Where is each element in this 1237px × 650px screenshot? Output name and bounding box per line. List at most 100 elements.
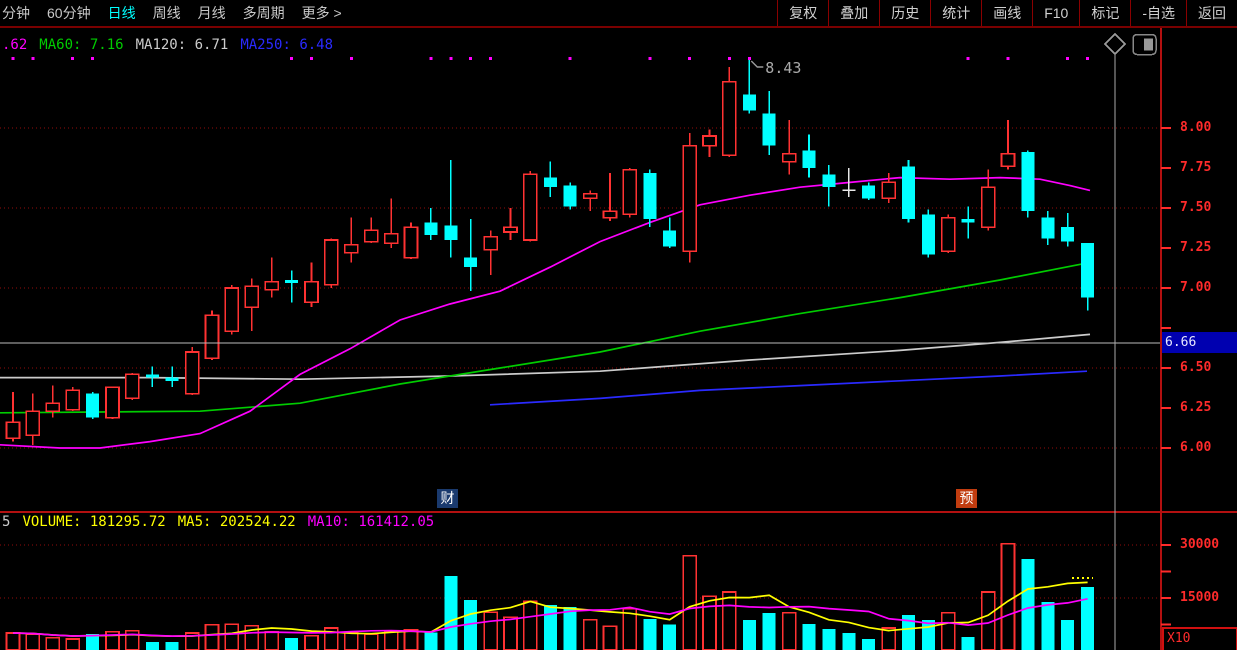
signal-dot <box>11 57 15 60</box>
layout-toggle-icon[interactable] <box>1132 33 1157 56</box>
volume-bar <box>862 638 876 650</box>
ma-indicator-readout: .62 MA60: 7.16 MA120: 6.71 MA250: 6.48 <box>2 37 345 53</box>
candle-body <box>781 152 797 163</box>
volume-bar <box>523 600 538 650</box>
indicator-value: MA60: 7.16 <box>39 37 124 53</box>
candle-body <box>324 239 339 286</box>
toolbar-action-6[interactable]: 标记 <box>1079 0 1130 26</box>
candle-body <box>224 287 240 333</box>
volume-bar <box>285 637 299 650</box>
volume-bar <box>921 619 935 650</box>
signal-dot <box>1066 57 1070 60</box>
candle-body <box>105 386 120 419</box>
candle-body <box>663 230 677 247</box>
price-axis-label: 7.50 <box>1180 200 1212 215</box>
volume-bar <box>204 624 220 650</box>
candle-body <box>523 173 538 241</box>
volume-bar <box>383 630 399 650</box>
volume-bar <box>1081 586 1095 650</box>
volume-bar <box>961 636 975 650</box>
candle-body <box>5 421 21 440</box>
volume-bar <box>424 632 438 650</box>
volume-indicator-readout: 5 VOLUME: 181295.72 MA5: 202524.22 MA10: 16… <box>2 514 446 530</box>
toolbar-action-7[interactable]: -自选 <box>1130 0 1186 26</box>
volume-bar <box>902 614 915 650</box>
candle-body <box>742 94 756 111</box>
candle-body <box>961 219 975 223</box>
toolbar-action-5[interactable]: F10 <box>1032 0 1079 26</box>
volume-bar <box>25 633 41 650</box>
signal-dot <box>290 57 294 60</box>
candle-body <box>1081 243 1095 298</box>
candle-body <box>264 280 280 291</box>
period-tab-4[interactable]: 月线 <box>197 5 226 21</box>
volume-multiplier-label: X10 <box>1162 627 1237 650</box>
volume-bar <box>781 612 797 650</box>
ma-line-ma250 <box>489 370 1088 406</box>
candle-body <box>244 285 260 308</box>
volume-bar <box>483 611 498 650</box>
volume-bar <box>5 632 21 650</box>
period-tab-0[interactable]: 分钟 <box>2 5 30 21</box>
candle-body <box>304 280 319 304</box>
toolbar-action-2[interactable]: 历史 <box>879 0 930 26</box>
ma-line-ma120 <box>0 333 1091 381</box>
candle-body <box>204 314 220 360</box>
volume-bar <box>45 637 61 650</box>
candle-body <box>285 280 299 284</box>
candle-body <box>1000 152 1016 168</box>
volume-bar <box>343 631 359 650</box>
event-badge-0[interactable]: 财 <box>437 489 458 508</box>
annotation-pointer <box>750 60 764 68</box>
volume-bar <box>165 642 179 650</box>
candle-body <box>184 351 200 395</box>
candle-body <box>503 226 518 233</box>
price-axis-label: 7.25 <box>1180 240 1212 255</box>
toolbar-action-4[interactable]: 画线 <box>981 0 1032 26</box>
candle-body <box>980 186 996 228</box>
candle-body <box>343 244 359 254</box>
toolbar-action-3[interactable]: 统计 <box>930 0 981 26</box>
candle-body <box>165 377 179 381</box>
volume-bar <box>403 628 419 650</box>
signal-dot <box>1006 57 1010 60</box>
candle-body <box>403 226 419 259</box>
volume-bar <box>1041 601 1055 650</box>
candle-body <box>65 389 80 411</box>
ma-line-ma60 <box>0 261 1091 414</box>
indicator-value: VOLUME: 181295.72 <box>22 514 166 530</box>
volume-bar <box>1061 619 1075 650</box>
candle-body <box>383 232 399 245</box>
toolbar-action-0[interactable]: 复权 <box>777 0 828 26</box>
period-tab-1[interactable]: 60分钟 <box>47 5 91 21</box>
signal-dot <box>310 57 313 60</box>
price-axis-label: 7.00 <box>1180 280 1212 295</box>
period-tab-3[interactable]: 周线 <box>152 5 181 21</box>
signal-dot <box>469 57 473 60</box>
price-axis-label: 8.00 <box>1180 120 1212 135</box>
volume-bar <box>762 612 776 650</box>
period-tab-2[interactable]: 日线 <box>107 5 136 21</box>
period-tab-6[interactable]: 更多 > <box>301 5 342 21</box>
volume-bar <box>643 619 657 650</box>
volume-bar <box>940 612 956 650</box>
signal-dot <box>31 57 35 60</box>
crosshair-handle-diamond-icon[interactable] <box>1103 32 1127 56</box>
period-tab-5[interactable]: 多周期 <box>242 5 285 21</box>
volume-bar <box>682 554 697 650</box>
indicator-value: MA250: 6.48 <box>240 37 334 53</box>
candle-body <box>363 229 379 243</box>
volume-bar <box>582 619 598 650</box>
toolbar-action-8[interactable]: 返回 <box>1186 0 1237 26</box>
candle-body <box>902 166 915 220</box>
signal-dot <box>966 57 970 60</box>
volume-bar <box>444 576 458 650</box>
signal-dot <box>747 57 751 60</box>
volume-bar <box>1021 559 1035 650</box>
volume-bar <box>264 631 280 650</box>
event-badge-1[interactable]: 预 <box>956 489 977 508</box>
toolbar-action-1[interactable]: 叠加 <box>828 0 879 26</box>
candle-body <box>45 402 61 413</box>
